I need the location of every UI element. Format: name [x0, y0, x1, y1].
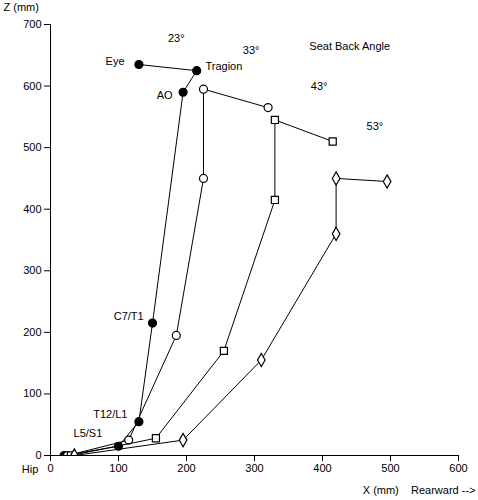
svg-text:0: 0: [47, 462, 53, 474]
svg-text:AO: AO: [157, 89, 173, 101]
svg-text:200: 200: [177, 462, 195, 474]
svg-text:600: 600: [23, 80, 41, 92]
svg-text:T12/L1: T12/L1: [93, 408, 127, 420]
svg-text:200: 200: [23, 326, 41, 338]
svg-text:400: 400: [23, 203, 41, 215]
svg-text:33°: 33°: [243, 44, 260, 56]
svg-text:Tragion: Tragion: [205, 60, 242, 72]
svg-text:0: 0: [35, 449, 41, 461]
svg-text:C7/T1: C7/T1: [114, 310, 144, 322]
svg-text:300: 300: [245, 462, 263, 474]
svg-text:500: 500: [381, 462, 399, 474]
svg-text:300: 300: [23, 264, 41, 276]
svg-text:L5/S1: L5/S1: [74, 427, 103, 439]
svg-text:Eye: Eye: [106, 55, 125, 67]
svg-text:Seat Back Angle: Seat Back Angle: [309, 40, 390, 52]
svg-text:Z (mm): Z (mm): [4, 1, 39, 13]
svg-text:53°: 53°: [367, 120, 384, 132]
svg-text:500: 500: [23, 141, 41, 153]
svg-text:100: 100: [23, 387, 41, 399]
svg-text:X (mm) Rearward -->: X (mm) Rearward -->: [363, 484, 476, 496]
svg-text:23°: 23°: [168, 32, 185, 44]
svg-text:100: 100: [109, 462, 127, 474]
svg-text:600: 600: [449, 462, 467, 474]
svg-text:700: 700: [23, 18, 41, 30]
svg-text:43°: 43°: [311, 80, 328, 92]
svg-text:400: 400: [313, 462, 331, 474]
svg-text:Hip: Hip: [22, 463, 39, 475]
